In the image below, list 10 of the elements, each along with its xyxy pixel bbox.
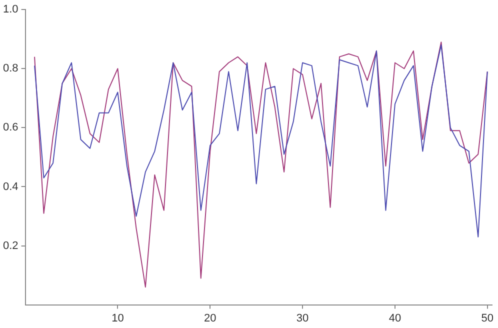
y-tick-label: 1.0: [2, 4, 18, 16]
x-tick-label: 50: [481, 312, 494, 324]
y-tick-label: 0.2: [2, 240, 18, 252]
y-tick-label: 0.6: [2, 122, 18, 134]
x-tick-label: 30: [296, 312, 309, 324]
x-tick-label: 20: [204, 312, 216, 324]
x-tick-label: 10: [112, 312, 124, 324]
y-tick-label: 0.4: [2, 180, 18, 193]
y-tick-label: 0.8: [2, 62, 18, 75]
x-tick-label: 40: [388, 312, 402, 324]
